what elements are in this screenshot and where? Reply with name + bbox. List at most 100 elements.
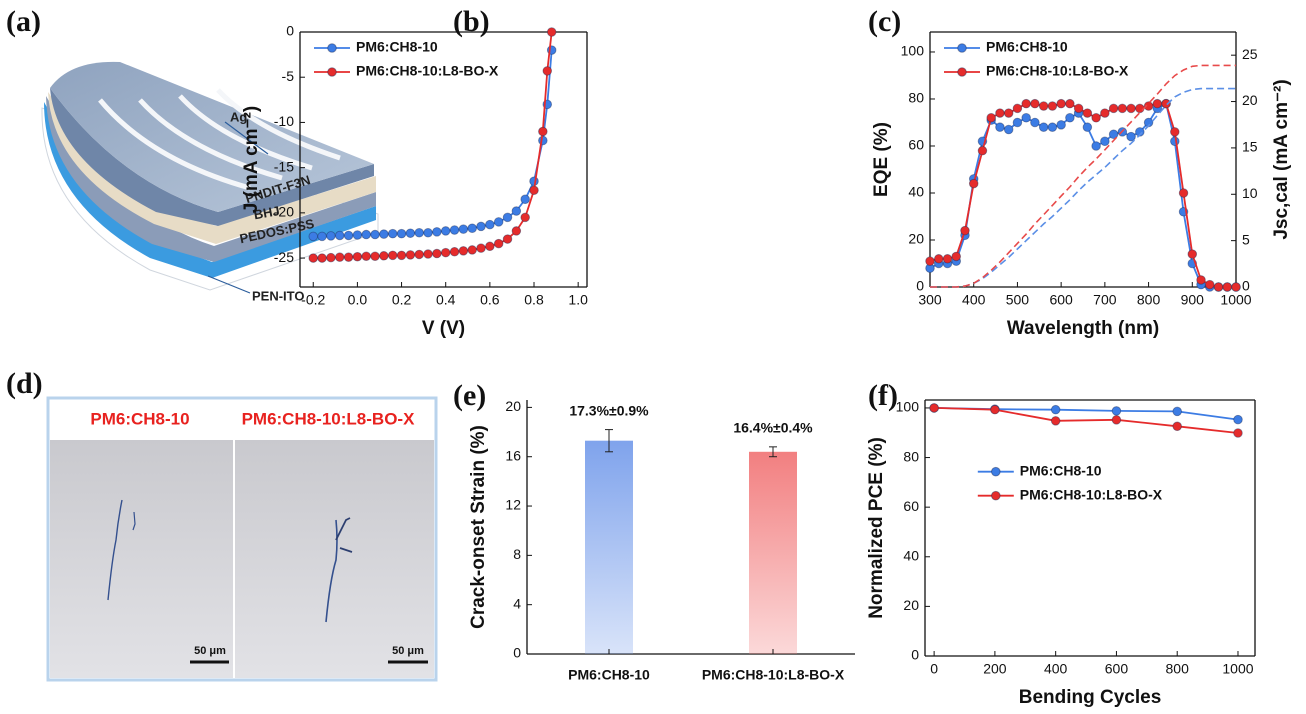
data-point [986, 113, 996, 123]
y-tick-label: -10 [274, 113, 294, 129]
x-tick-label: 1000 [1220, 292, 1251, 308]
crack [107, 499, 123, 601]
data-point [538, 135, 548, 146]
data-point [1172, 406, 1182, 417]
layer-label: Ag [230, 109, 247, 124]
x-tick-label: 400 [962, 292, 986, 308]
legend-marker [327, 43, 337, 53]
x-tick-label: 700 [1093, 292, 1117, 308]
data-point [1065, 98, 1075, 109]
data-point [929, 403, 939, 413]
data-point [1012, 103, 1023, 114]
y-tick-label: 80 [903, 448, 919, 464]
y2-axis-label: Jsc,cal (mA cm⁻²) [1271, 79, 1292, 239]
y-tick-label: 12 [505, 497, 521, 513]
y-tick-label: 0 [513, 645, 521, 661]
micrograph-title: PM6:CH8-10:L8-BO-X [242, 409, 416, 428]
micrograph-title: PM6:CH8-10 [90, 409, 189, 428]
data-point [396, 250, 407, 261]
series-line [934, 407, 1239, 434]
data-point [343, 252, 354, 262]
leader-line [224, 121, 269, 155]
data-point [933, 254, 944, 264]
y-tick-label: 100 [896, 399, 920, 415]
data-point [1231, 282, 1241, 292]
data-point [1178, 188, 1189, 198]
y-tick-label: -5 [282, 68, 295, 84]
data-point [511, 206, 522, 216]
data-point [520, 212, 530, 223]
legend-marker [327, 67, 337, 77]
data-point [529, 185, 539, 195]
data-point [493, 217, 504, 227]
x-tick-label: 0 [930, 661, 938, 677]
data-point [387, 250, 398, 261]
micrographs: PM6:CH8-10 PM6:CH8-10:L8-BO-X 50 μm 50 μ… [46, 396, 438, 682]
ag-stripe [216, 88, 341, 161]
crack [132, 511, 136, 531]
data-point [449, 225, 460, 235]
y2-tick-label: 25 [1242, 46, 1258, 62]
y-tick-label: 40 [908, 184, 924, 200]
data-point [493, 238, 504, 249]
ag-stripe [98, 98, 251, 191]
panel-label: (c) [868, 5, 901, 38]
y-axis-label: EQE (%) [871, 122, 892, 197]
data-point [449, 246, 460, 257]
y-tick-label: -20 [274, 204, 294, 220]
data-point [1108, 103, 1119, 114]
data-point [1100, 108, 1110, 118]
data-point [334, 230, 345, 241]
x-tick-label: 800 [1137, 292, 1161, 308]
data-point [990, 404, 1000, 415]
x-tick-label: 600 [1105, 661, 1129, 677]
y-axis-label: Normalized PCE (%) [866, 437, 887, 619]
legend-label: PM6:CH8-10 [1020, 462, 1102, 478]
data-point [1003, 124, 1014, 135]
data-point [1172, 421, 1182, 432]
x-tick-label: 0.0 [348, 292, 368, 308]
data-point [1030, 98, 1040, 109]
dashed-line [930, 64, 1236, 288]
data-point [1152, 98, 1163, 109]
data-point [502, 212, 513, 223]
data-point [1082, 122, 1093, 132]
data-point [352, 230, 363, 240]
data-point [317, 231, 327, 242]
data-point [423, 249, 433, 259]
data-point [520, 194, 530, 205]
data-point [511, 226, 522, 236]
data-point [968, 178, 979, 189]
crack [335, 517, 353, 553]
data-point [1091, 141, 1101, 151]
data-point [1050, 416, 1061, 426]
data-point [308, 231, 318, 242]
data-point [1003, 108, 1014, 118]
x-tick-label: 800 [1166, 661, 1190, 677]
x-tick-label: 0.8 [524, 292, 544, 308]
data-point [326, 231, 336, 241]
data-point [1117, 103, 1128, 114]
data-point [1126, 131, 1136, 142]
data-point [370, 229, 380, 240]
data-point [308, 253, 318, 263]
data-point [476, 221, 486, 232]
panel-label: (b) [453, 5, 490, 38]
y-tick-label: 40 [903, 547, 919, 563]
data-point [1135, 127, 1145, 137]
x-tick-label: 200 [983, 661, 1007, 677]
x-tick-label: 1000 [1222, 661, 1253, 677]
data-point [317, 253, 327, 263]
data-point [1012, 117, 1023, 128]
data-point [440, 247, 451, 258]
micrograph [235, 440, 434, 678]
data-point [1187, 249, 1198, 259]
data-point [1056, 120, 1066, 130]
data-point [1065, 113, 1075, 123]
data-point [977, 145, 988, 156]
leader-line [207, 275, 251, 294]
data-point [361, 229, 371, 240]
data-point [379, 251, 389, 261]
data-point [1100, 136, 1110, 147]
data-point [458, 246, 469, 256]
